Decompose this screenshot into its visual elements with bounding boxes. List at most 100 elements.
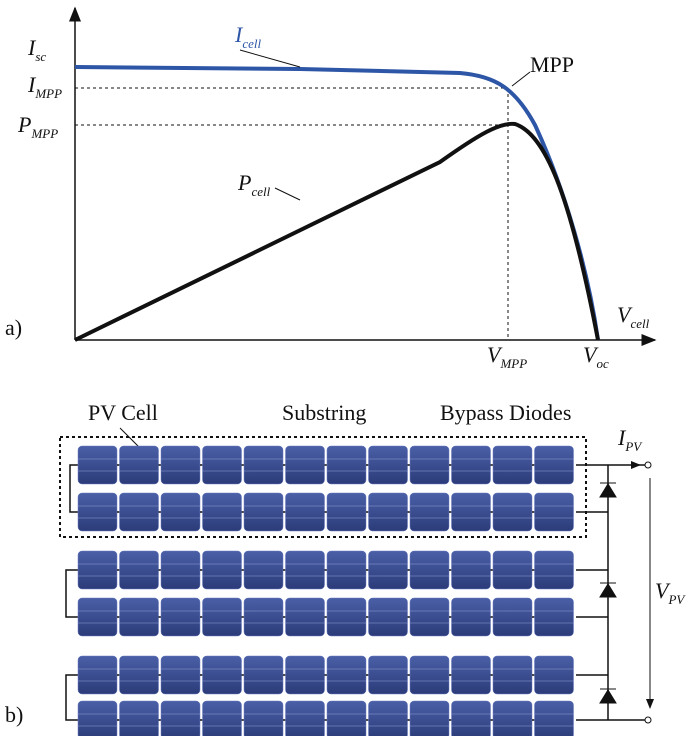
pv-cell — [160, 655, 201, 695]
label: Pcell — [237, 170, 271, 199]
pv-cell — [160, 550, 201, 590]
label: Voc — [583, 342, 609, 371]
pv-cell — [409, 445, 450, 485]
pv-cell — [77, 550, 118, 590]
pv-cell — [119, 492, 159, 532]
pv-cell — [119, 700, 159, 736]
pv-cell — [160, 492, 201, 532]
pv-cell — [119, 550, 159, 590]
pv-cell — [243, 700, 284, 736]
current-curve — [74, 65, 600, 341]
label: Icell — [234, 22, 261, 51]
pv-cell — [451, 597, 491, 637]
pv-cell — [492, 700, 533, 736]
pv-cell — [326, 700, 367, 736]
panel-b: PV Cell Substring Bypass Diodes IPV VPV … — [5, 400, 686, 736]
panel-tag: b) — [5, 702, 23, 727]
label: Substring — [282, 400, 366, 425]
pv-cell — [243, 655, 284, 695]
pv-cell — [368, 597, 408, 637]
leader — [239, 49, 301, 68]
pv-cell — [77, 445, 118, 485]
pv-cell — [202, 550, 242, 590]
pv-cell — [409, 700, 450, 736]
pv-cell — [368, 445, 408, 485]
pv-cell — [534, 700, 574, 736]
pv-cell — [368, 550, 408, 590]
pv-cell — [451, 445, 491, 485]
label: Vcell — [617, 302, 650, 331]
pv-cell — [326, 445, 367, 485]
pv-cell — [492, 492, 533, 532]
pv-cell — [326, 655, 367, 695]
pv-cell — [77, 700, 118, 736]
pv-cell — [243, 445, 284, 485]
pv-cell — [492, 655, 533, 695]
terminal — [644, 461, 652, 469]
pv-cell — [534, 550, 574, 590]
label: VPV — [655, 578, 686, 607]
pv-cell — [409, 492, 450, 532]
leader — [119, 427, 141, 449]
pv-cell — [202, 445, 242, 485]
pv-cell — [243, 550, 284, 590]
label: Bypass Diodes — [440, 400, 571, 425]
pv-cell — [202, 597, 242, 637]
pv-cell — [77, 492, 118, 532]
pv-cell — [534, 655, 574, 695]
pv-cell — [326, 597, 367, 637]
pv-cell — [77, 655, 118, 695]
label: Isc — [27, 35, 46, 64]
pv-cell — [202, 492, 242, 532]
pv-cell — [368, 655, 408, 695]
pv-cell — [534, 492, 574, 532]
pv-cell — [326, 550, 367, 590]
pv-cell — [451, 492, 491, 532]
pv-cell — [534, 597, 574, 637]
pv-cell — [202, 700, 242, 736]
pv-cell — [492, 597, 533, 637]
pv-cell — [368, 492, 408, 532]
pv-cell — [160, 597, 201, 637]
pv-cell — [77, 597, 118, 637]
pv-cell — [409, 655, 450, 695]
pv-cell — [451, 700, 491, 736]
pv-cell — [243, 597, 284, 637]
pv-cell — [451, 655, 491, 695]
pv-cell — [492, 550, 533, 590]
label: VMPP — [487, 342, 527, 371]
pv-cell — [160, 700, 201, 736]
pv-cell — [285, 445, 325, 485]
label: MPP — [530, 52, 574, 77]
pv-cell — [285, 655, 325, 695]
leader — [274, 187, 301, 201]
terminal — [644, 716, 652, 724]
pv-cell — [326, 492, 367, 532]
pv-cell — [285, 700, 325, 736]
pv-cell — [119, 597, 159, 637]
pv-cell — [285, 492, 325, 532]
pv-cell — [492, 445, 533, 485]
label: IMPP — [27, 72, 62, 101]
pv-cell — [119, 445, 159, 485]
pv-cell — [451, 550, 491, 590]
label: PMPP — [17, 112, 58, 141]
pv-cell — [368, 700, 408, 736]
power-curve — [74, 121, 600, 342]
pv-cell — [534, 445, 574, 485]
substring-box — [59, 436, 587, 538]
pv-cell — [285, 550, 325, 590]
panel-tag: a) — [5, 315, 22, 340]
pv-cell — [202, 655, 242, 695]
label: IPV — [617, 425, 643, 454]
pv-cell — [160, 445, 201, 485]
leader — [511, 71, 531, 87]
diodes — [599, 482, 617, 704]
pv-cell — [409, 597, 450, 637]
guides — [75, 87, 509, 340]
label: PV Cell — [88, 400, 158, 425]
pv-cell — [409, 550, 450, 590]
pv-cell — [243, 492, 284, 532]
panel-a: a) Isc IMPP PMPP Icell Pcell MPP Vcell V… — [5, 6, 657, 371]
